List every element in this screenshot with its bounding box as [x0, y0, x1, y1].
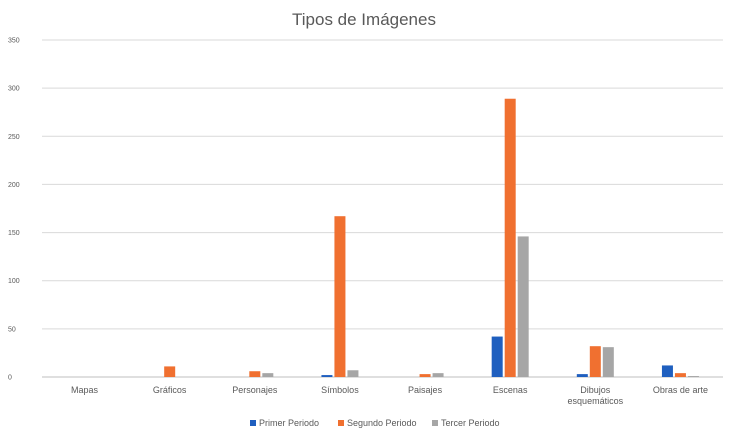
- y-axis-ticks: 0 50 100 150 200 250 300 350: [8, 38, 20, 382]
- bar: [262, 373, 274, 377]
- y-tick-label: 250: [8, 134, 20, 141]
- x-tick-label: Personajes: [232, 385, 278, 395]
- bar: [491, 336, 503, 377]
- x-tick-label-line: Escenas: [493, 385, 528, 395]
- legend-swatch: [250, 420, 256, 426]
- x-tick-label-line: esquemáticos: [568, 396, 624, 406]
- bar: [602, 347, 614, 377]
- x-tick-label: Gráficos: [153, 385, 187, 395]
- x-tick-label-line: Símbolos: [321, 385, 359, 395]
- legend-swatch: [338, 420, 344, 426]
- legend-label: Segundo Periodo: [347, 418, 417, 428]
- x-tick-label-line: Personajes: [232, 385, 278, 395]
- legend-label: Tercer Periodo: [441, 418, 500, 428]
- bar: [687, 376, 699, 377]
- bar: [661, 365, 673, 377]
- bar: [504, 98, 516, 377]
- legend-swatch: [432, 420, 438, 426]
- y-tick-label: 150: [8, 230, 20, 237]
- bar: [164, 366, 176, 377]
- x-tick-label: Mapas: [71, 385, 99, 395]
- y-tick-label: 50: [8, 326, 16, 333]
- bar: [347, 370, 359, 377]
- chart-title: Tipos de Imágenes: [292, 10, 436, 29]
- x-tick-label-line: Mapas: [71, 385, 99, 395]
- gridlines: [42, 39, 723, 378]
- x-tick-label-line: Paisajes: [408, 385, 443, 395]
- bar: [576, 374, 588, 377]
- legend-label: Primer Periodo: [259, 418, 319, 428]
- y-tick-label: 100: [8, 278, 20, 285]
- bar: [321, 375, 333, 377]
- legend: Primer Periodo Segundo Periodo Tercer Peri…: [250, 418, 500, 428]
- bar: [249, 371, 261, 377]
- bar: [334, 216, 346, 377]
- bar: [589, 346, 601, 377]
- bars: [164, 98, 699, 377]
- x-axis-labels: Mapas Gráficos Personajes Símbolos Paisajes E…: [71, 385, 708, 406]
- x-tick-label: Escenas: [493, 385, 528, 395]
- y-tick-label: 350: [8, 38, 20, 45]
- bar: [419, 374, 431, 377]
- x-tick-label: Paisajes: [408, 385, 443, 395]
- bar: [432, 373, 444, 377]
- x-tick-label: Símbolos: [321, 385, 359, 395]
- y-tick-label: 200: [8, 182, 20, 189]
- y-tick-label: 300: [8, 86, 20, 93]
- x-tick-label: Dibujos esquemáticos: [568, 385, 624, 406]
- bar: [674, 373, 686, 377]
- x-tick-label-line: Dibujos: [580, 385, 611, 395]
- x-tick-label: Obras de arte: [653, 385, 708, 395]
- x-tick-label-line: Gráficos: [153, 385, 187, 395]
- bar: [517, 236, 529, 377]
- y-tick-label: 0: [8, 375, 12, 382]
- x-tick-label-line: Obras de arte: [653, 385, 708, 395]
